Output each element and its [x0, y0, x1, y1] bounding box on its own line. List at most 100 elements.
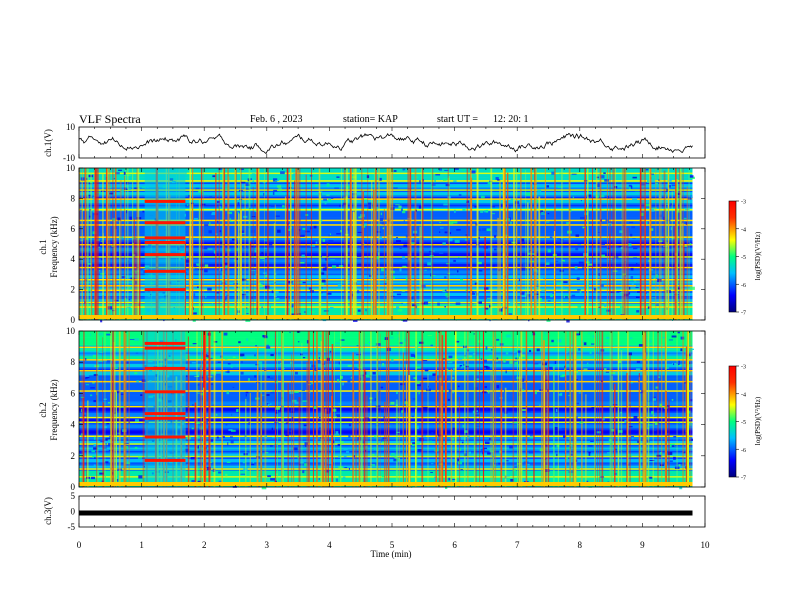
spec-noise	[263, 193, 265, 196]
spec-noise	[321, 279, 326, 283]
spec-noise	[679, 238, 684, 240]
spec-noise	[563, 295, 565, 299]
spec-noise	[628, 292, 631, 295]
spec-noise	[416, 384, 421, 387]
spec-noise	[129, 339, 135, 340]
spec-noise	[619, 292, 624, 295]
spec-row	[79, 357, 693, 360]
spec-noise	[368, 202, 372, 205]
spec-row	[79, 180, 693, 183]
spec-row	[79, 200, 693, 202]
event-band	[144, 236, 186, 240]
spec-noise	[454, 239, 460, 243]
spec-row	[79, 281, 693, 284]
spec-noise	[188, 208, 191, 210]
spec-noise	[278, 188, 282, 192]
spec-noise	[443, 203, 449, 206]
spec-noise	[508, 276, 512, 278]
sferic-line	[256, 168, 259, 320]
spec-noise	[328, 239, 334, 243]
spec-row	[79, 376, 693, 379]
sferic-line	[139, 239, 141, 320]
spec-noise	[442, 413, 446, 416]
sferic-line	[353, 392, 355, 487]
spec-noise	[265, 274, 268, 278]
spec-noise	[299, 184, 302, 188]
spec-noise	[549, 236, 553, 239]
spec-noise	[260, 257, 265, 259]
spec-noise	[193, 218, 198, 220]
spec-noise	[403, 220, 405, 222]
spec-row	[79, 272, 693, 274]
spec-noise	[457, 458, 459, 462]
spec-noise	[640, 212, 644, 216]
spec-noise	[607, 420, 611, 422]
sferic-line	[85, 168, 87, 320]
spec-noise	[494, 248, 497, 251]
spec-noise	[444, 289, 447, 292]
spec-noise	[575, 333, 580, 336]
spec-noise	[579, 290, 582, 294]
spec-noise	[305, 445, 307, 447]
y-tick-label: 0	[71, 482, 76, 492]
spec-noise	[282, 205, 285, 208]
spec-noise	[330, 259, 335, 261]
spec-noise	[292, 399, 297, 403]
spec-noise	[600, 284, 604, 287]
spec-row	[79, 302, 693, 305]
y-tick-label: 0	[71, 507, 76, 517]
spec-noise	[270, 205, 275, 207]
spec-noise	[92, 231, 97, 235]
spec-noise	[479, 372, 483, 374]
spec-noise	[79, 342, 83, 344]
sferic-line	[513, 168, 515, 320]
sferic-line	[292, 331, 295, 487]
spec-noise	[194, 265, 197, 268]
spec-noise	[647, 179, 651, 183]
spec-row	[79, 409, 693, 412]
spec-noise	[365, 309, 367, 312]
spec-noise	[228, 282, 233, 285]
spec-noise	[250, 297, 254, 299]
spec-noise	[322, 319, 327, 322]
x-tick-label: 1	[139, 540, 144, 550]
sferic-line	[125, 333, 127, 487]
spec-noise	[353, 319, 358, 322]
sferic-line	[326, 243, 329, 320]
spec-noise	[186, 375, 188, 377]
spec-noise	[228, 429, 233, 431]
spec-row	[79, 252, 693, 255]
spec-noise	[301, 254, 305, 257]
sferic-line	[611, 375, 613, 487]
spec-noise	[81, 408, 82, 412]
spec-noise	[213, 250, 216, 254]
spec-noise	[116, 252, 119, 255]
spec-noise	[227, 442, 229, 446]
spec-row	[79, 413, 693, 416]
spec-row	[79, 367, 693, 370]
spec-noise	[432, 373, 437, 376]
spec-noise	[116, 479, 119, 482]
spec-noise	[655, 304, 659, 306]
spec-noise	[560, 392, 563, 396]
spec-noise	[335, 416, 337, 418]
spec-noise	[326, 292, 332, 295]
spec-noise	[323, 310, 329, 312]
spec-noise	[343, 202, 348, 205]
spec-noise	[690, 348, 694, 350]
spec-noise	[445, 184, 450, 187]
spec-noise	[397, 308, 403, 312]
spec-row	[79, 373, 693, 376]
spec-noise	[472, 353, 476, 356]
sferic-line	[327, 331, 329, 487]
spec-noise	[381, 475, 385, 478]
spec-noise	[587, 263, 593, 266]
spec-noise	[343, 456, 347, 458]
spec-noise	[585, 284, 589, 288]
spec-noise	[294, 401, 299, 404]
spec-noise	[596, 176, 599, 179]
spec-noise	[343, 448, 348, 450]
spec-noise	[636, 263, 638, 265]
spec-noise	[678, 360, 680, 364]
spec-row	[79, 294, 693, 297]
